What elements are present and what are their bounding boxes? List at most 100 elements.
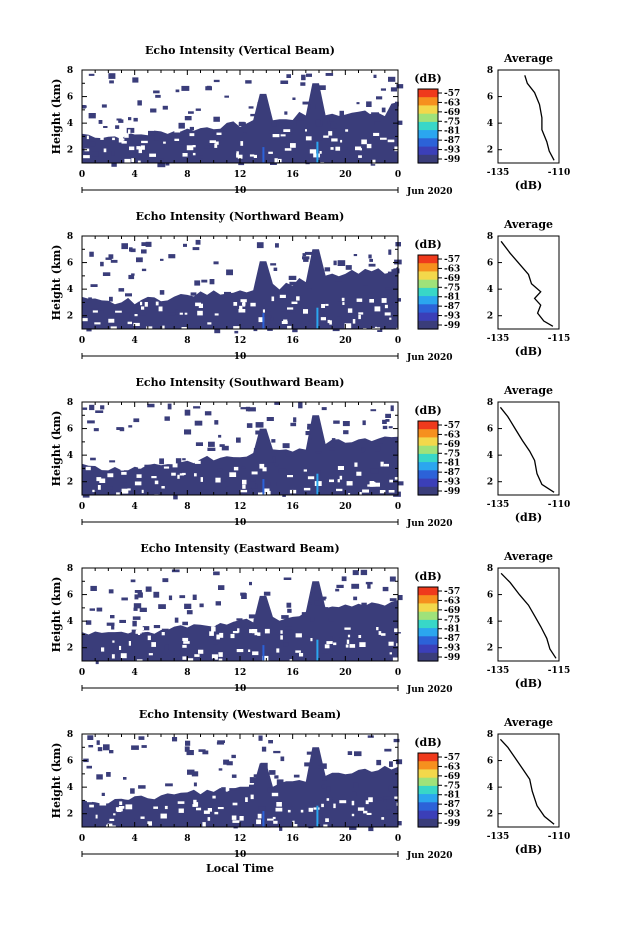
echo-speckle [321, 121, 328, 125]
echo-speckle [305, 804, 310, 807]
echo-speckle [132, 315, 138, 318]
echo-speckle [391, 613, 395, 617]
echo-gap [99, 478, 106, 483]
colorbar-tick-label: -75 [444, 283, 460, 293]
echo-speckle [303, 820, 308, 826]
colorbar-tick-label: -87 [444, 634, 460, 644]
echo-gap [329, 320, 332, 325]
echo-speckle [385, 287, 394, 290]
y-axis-label: Height (km) [50, 79, 63, 155]
echo-speckle [364, 792, 371, 798]
echo-speckle [184, 429, 192, 435]
profile-line [500, 572, 557, 659]
bright-streak [262, 645, 265, 661]
echo-speckle [109, 645, 114, 651]
echo-speckle [164, 807, 170, 812]
echo-speckle [228, 655, 235, 661]
echo-speckle [363, 285, 368, 288]
echo-speckle [390, 405, 394, 412]
echo-speckle [159, 458, 164, 465]
colorbar-tick-label: -57 [444, 421, 460, 431]
echo-speckle [298, 402, 303, 409]
echo-gap [369, 299, 374, 303]
echo-speckle [307, 423, 312, 429]
colorbar-segment [418, 802, 438, 812]
colorbar-tick-label: -63 [444, 762, 460, 772]
echo-speckle [301, 74, 306, 81]
echo-speckle [137, 592, 143, 598]
echo-speckle [128, 274, 135, 280]
echo-gap [279, 294, 286, 298]
x-tick-label: 0 [79, 170, 85, 180]
echo-gap [133, 297, 140, 302]
echo-speckle [281, 307, 288, 312]
echo-speckle [321, 763, 327, 769]
echo-speckle [158, 490, 162, 495]
echo-speckle [343, 820, 348, 823]
echo-speckle [188, 111, 194, 114]
echo-speckle [132, 616, 141, 620]
echo-speckle [96, 740, 100, 745]
echo-speckle [272, 456, 276, 463]
x-tick-label: 8 [184, 668, 190, 678]
echo-gap [381, 817, 385, 820]
colorbar-segment [418, 644, 438, 654]
echo-gap [138, 465, 142, 469]
echo-gap [96, 477, 102, 482]
colorbar-tick-label: -69 [444, 440, 460, 450]
echo-gap [347, 634, 351, 638]
echo-gap [108, 825, 116, 831]
profile-y-label: 4 [487, 617, 493, 627]
echo-speckle [193, 782, 197, 787]
echo-speckle [148, 654, 153, 661]
x-tick-label: 12 [234, 336, 247, 346]
echo-speckle [82, 407, 88, 410]
echo-speckle [121, 243, 128, 250]
echo-speckle [314, 600, 322, 606]
echo-gap [128, 129, 131, 134]
echo-gap [262, 655, 269, 661]
echo-speckle [82, 478, 90, 483]
profile-y-label: 2 [487, 644, 493, 654]
colorbar-unit: (dB) [414, 404, 441, 417]
echo-speckle [133, 117, 138, 122]
echo-speckle [320, 607, 329, 612]
echo-region [82, 415, 398, 495]
echo-gap [273, 820, 278, 824]
y-tick-label: 2 [67, 146, 73, 156]
echo-speckle [221, 628, 227, 635]
echo-speckle [256, 242, 264, 249]
echo-speckle [253, 618, 257, 621]
echo-gap [242, 302, 246, 306]
echo-gap [200, 477, 203, 482]
colorbar-segment [418, 296, 438, 305]
echo-gap [198, 303, 203, 308]
echo-speckle [221, 787, 226, 792]
echo-speckle [129, 247, 133, 252]
echo-gap [249, 629, 254, 634]
echo-speckle [284, 111, 288, 115]
echo-speckle [119, 311, 125, 314]
echo-speckle [195, 143, 200, 148]
echo-gap [83, 155, 90, 159]
x-tick-label: 12 [234, 502, 247, 512]
echo-speckle [109, 80, 114, 84]
echo-speckle [388, 426, 393, 429]
echo-speckle [187, 824, 196, 827]
echo-speckle [325, 301, 332, 305]
echo-speckle [184, 603, 192, 609]
echo-gap [258, 317, 265, 323]
echo-speckle [90, 284, 98, 287]
echo-speckle [118, 288, 125, 292]
colorbar-frame [417, 420, 439, 496]
colorbar-segment [418, 421, 438, 430]
echo-speckle [123, 799, 131, 803]
echo-gap [171, 472, 176, 476]
echo-gap [274, 158, 278, 163]
echo-speckle [293, 417, 297, 423]
profile-frame [497, 401, 560, 496]
echo-gap [121, 471, 127, 475]
echo-speckle [368, 113, 374, 117]
echo-speckle [306, 751, 314, 755]
colorbar-segment [418, 470, 438, 480]
